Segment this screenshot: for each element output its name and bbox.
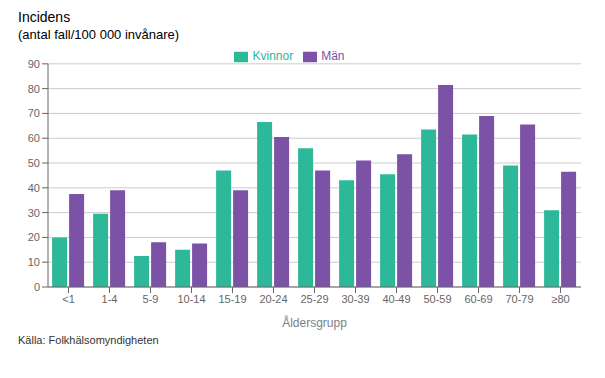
html-text:(antal fall/100 000 invånare): (antal fall/100 000 invånare) [18,27,180,42]
html-text:Män: Män [321,49,345,63]
svg-text:15-19: 15-19 [218,293,246,305]
svg-text:Åldersgrupp: Åldersgrupp [282,315,347,330]
svg-text:<1: <1 [62,293,75,305]
svg-text:50: 50 [28,157,40,169]
svg-text:20-24: 20-24 [259,293,287,305]
svg-text:60: 60 [28,132,40,144]
svg-text:1-4: 1-4 [102,293,118,305]
svg-text:70-79: 70-79 [505,293,533,305]
svg-text:20: 20 [28,231,40,243]
svg-text:50-59: 50-59 [423,293,451,305]
svg-text:90: 90 [28,58,40,70]
html-text:Kvinnor: Kvinnor [252,49,294,63]
html-text:Incidens: Incidens [18,9,71,25]
svg-text:30-39: 30-39 [341,293,369,305]
svg-text:10-14: 10-14 [177,293,205,305]
html-text:Källa: Folkhälsomyndigheten: Källa: Folkhälsomyndigheten [18,334,159,346]
svg-text:25-29: 25-29 [300,293,328,305]
svg-text:80: 80 [28,83,40,95]
svg-text:60-69: 60-69 [464,293,492,305]
svg-text:40: 40 [28,182,40,194]
svg-text:70: 70 [28,107,40,119]
svg-text:40-49: 40-49 [382,293,410,305]
svg-text:0: 0 [34,281,40,293]
svg-text:5-9: 5-9 [143,293,159,305]
svg-text:30: 30 [28,207,40,219]
svg-text:≥80: ≥80 [551,293,569,305]
svg-text:10: 10 [28,256,40,268]
